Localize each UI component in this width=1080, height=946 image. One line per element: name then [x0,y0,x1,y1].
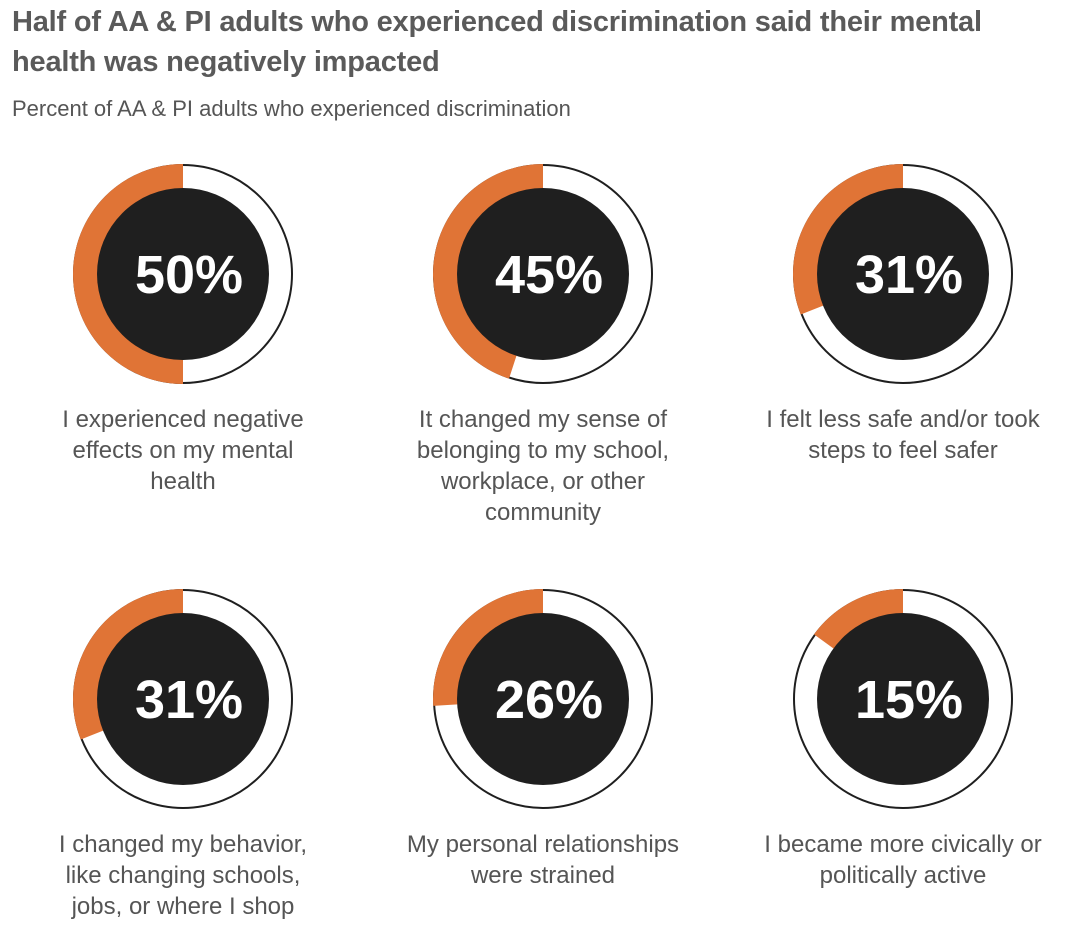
donut-svg: 31% [793,164,1013,384]
donut-value-slice [73,589,183,740]
donut-value-label: 15% [855,670,963,730]
donut-caption: I felt less safe and/or took steps to fe… [766,406,1040,464]
donut-value-slice [793,164,903,315]
donut-value-slice [433,164,543,379]
donut-center-disc [817,188,989,360]
donut-center-disc [817,613,989,785]
donut-svg: 26% [433,589,653,809]
donut-value-slice [814,589,903,649]
chart-subtitle: Percent of AA & PI adults who experience… [12,96,571,121]
donut-chart: 50% [71,162,295,386]
donut-center-disc [457,188,629,360]
donut-value-label: 31% [135,670,243,730]
donut-value-label: 26% [495,670,603,730]
donut-chart: 31% [791,162,1015,386]
donut-caption: I experienced negative effects on my men… [62,406,304,495]
donut-caption: My personal relationships were strained [406,831,680,889]
donut-value-slice [433,589,543,706]
donut-value-label: 50% [135,245,243,305]
donut-center-disc [457,613,629,785]
donut-value-label: 31% [855,245,963,305]
donut-chart: 15% [791,587,1015,811]
donut-value-slice [73,164,183,384]
donut-caption: It changed my sense of belonging to my s… [416,406,670,526]
donut-center-disc [97,188,269,360]
donut-svg: 15% [793,589,1013,809]
donut-value-label: 45% [495,245,603,305]
donut-center-disc [97,613,269,785]
donut-chart: 26% [431,587,655,811]
donut-svg: 31% [73,589,293,809]
donut-chart: 45% [431,162,655,386]
donut-caption: I changed my behavior, like changing sch… [58,831,308,920]
donut-chart: 31% [71,587,295,811]
donut-caption: I became more civically or politically a… [764,831,1042,889]
donut-svg: 45% [433,164,653,384]
chart-title: Half of AA & PI adults who experienced d… [12,6,982,78]
donut-svg: 50% [73,164,293,384]
